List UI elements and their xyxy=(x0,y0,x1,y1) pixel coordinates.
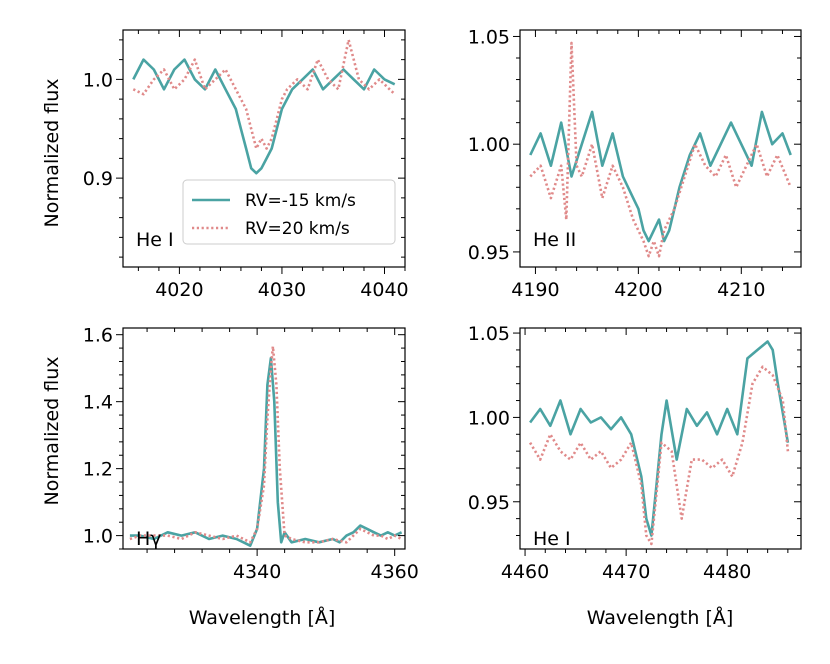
y-tick-label: 1.05 xyxy=(468,26,510,48)
legend: RV=-15 km/s RV=20 km/s xyxy=(182,179,396,245)
x-tick-label: 4040 xyxy=(360,279,408,301)
series-line-rv-20 xyxy=(529,41,792,258)
x-tick-label: 4030 xyxy=(258,279,306,301)
x-tick-label: 4460 xyxy=(501,561,549,583)
series-line-rv-minus-15 xyxy=(529,110,792,243)
panel-4: 4460 4470 4480 0.95 1.00 1.05 He I xyxy=(468,323,802,583)
panel-1: 4020 4030 4040 0.9 1.0 He I xyxy=(83,29,409,301)
series-line-rv-20 xyxy=(132,38,396,150)
x-tick-label: 4020 xyxy=(155,279,203,301)
axes-frame xyxy=(519,327,802,550)
y-tick-label: 1.6 xyxy=(83,325,113,347)
panel-label: He I xyxy=(136,229,174,251)
y-axis-title-bottom: Normalized flux xyxy=(41,356,63,505)
y-tick-label: 0.9 xyxy=(83,168,113,190)
x-tick-label: 4190 xyxy=(511,279,559,301)
x-tick-label: 4480 xyxy=(703,561,751,583)
x-axis-title-left: Wavelength [Å] xyxy=(189,606,336,629)
x-tick-label: 4210 xyxy=(717,279,765,301)
legend-label: RV=-15 km/s xyxy=(245,191,356,211)
series-line-rv-20 xyxy=(129,345,403,544)
series-line-rv-minus-15 xyxy=(132,58,396,175)
y-tick-label: 0.95 xyxy=(468,242,510,264)
panel-label: He I xyxy=(533,528,571,550)
x-tick-label: 4360 xyxy=(371,561,419,583)
panel-2: 4190 4200 4210 0.95 1.00 1.05 He II xyxy=(468,26,802,301)
y-tick-label: 1.2 xyxy=(83,459,113,481)
series-line-rv-20 xyxy=(528,365,790,546)
panels: 4020 4030 4040 0.9 1.0 He I 4190 4200 4210 0.95 1.… xyxy=(83,26,802,583)
y-tick-label: 1.4 xyxy=(83,392,113,414)
y-tick-label: 1.0 xyxy=(83,69,113,91)
x-tick-label: 4340 xyxy=(233,561,281,583)
y-tick-label: 1.05 xyxy=(468,323,510,345)
y-tick-label: 1.00 xyxy=(468,134,510,156)
panel-label: Hγ xyxy=(136,528,162,550)
axes-frame xyxy=(519,29,802,268)
y-axis-title-top: Normalized flux xyxy=(41,78,63,227)
x-tick-label: 4200 xyxy=(614,279,662,301)
legend-box xyxy=(182,179,396,245)
x-axis-title-right: Wavelength [Å] xyxy=(587,606,734,629)
y-tick-label: 1.0 xyxy=(83,526,113,548)
y-tick-label: 0.95 xyxy=(468,492,510,514)
x-tick-label: 4470 xyxy=(602,561,650,583)
axes-frame xyxy=(122,327,406,550)
series-line-rv-minus-15 xyxy=(529,340,790,537)
series-line-rv-minus-15 xyxy=(129,356,403,548)
axes-frame xyxy=(122,29,406,268)
panel-label: He II xyxy=(533,229,576,251)
legend-label: RV=20 km/s xyxy=(245,219,350,239)
panel-3: 4340 4360 1.0 1.2 1.4 1.6 Hγ xyxy=(83,325,419,583)
y-tick-label: 1.00 xyxy=(468,407,510,429)
